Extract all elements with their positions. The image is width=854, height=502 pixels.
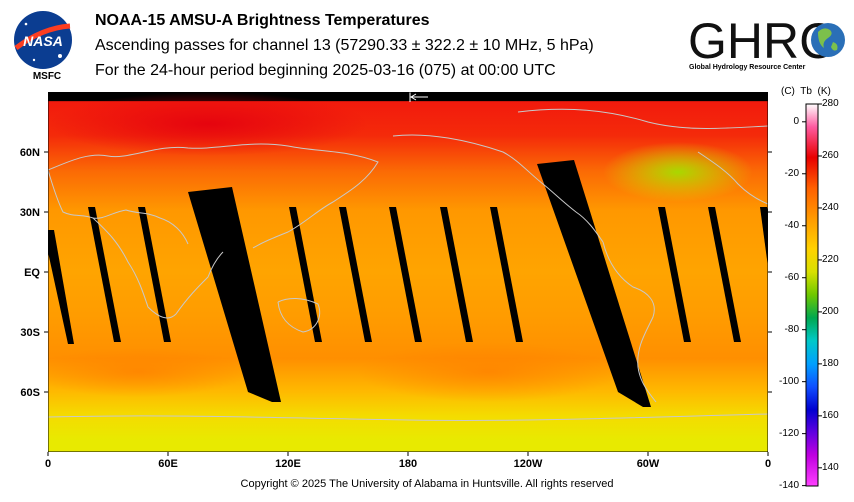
ghrc-logo: GHRC [688,13,845,68]
lon-label-60w: 60W [636,458,660,470]
coastlines [48,108,768,421]
page-title: NOAA-15 AMSU-A Brightness Temperatures [95,12,430,29]
time-period: For the 24-hour period beginning 2025-03… [95,62,556,79]
lon-label-0-end: 0 [764,458,772,470]
map-ticks [44,151,772,456]
swath-gap [760,207,768,267]
swath-gap [88,207,121,342]
colorbar-celsius-label: -60 [784,271,799,283]
lat-label-eq: EQ [24,267,40,279]
lon-label-180: 180 [398,458,418,470]
lat-label-60n: 60N [19,147,40,159]
colorbar-kelvin-label: 200 [822,305,839,317]
colorbar-celsius-label: 0 [793,115,799,127]
unit-kelvin: (K) [817,86,831,97]
lat-label-30s: 30S [20,327,40,339]
swath-gap [708,207,741,342]
ghrc-subtitle: Global Hydrology Resource Center [689,64,806,71]
colorbar-kelvin-label: 180 [822,357,839,369]
lon-label-0: 0 [44,458,52,470]
unit-tb: Tb [800,86,812,97]
lon-label-120w: 120W [513,458,543,470]
colorbar-celsius-label: -100 [778,375,799,387]
lat-label-30n: 30N [19,207,40,219]
colorbar [802,103,822,487]
swath-gap [440,207,473,342]
swath-gap-wide [188,187,281,402]
lon-label-120e: 120E [275,458,301,470]
nasa-wordmark: NASA [23,33,63,49]
colorbar-celsius-label: -20 [784,167,799,179]
colorbar-units: (C) Tb (K) [781,86,831,97]
orbit-direction-arrow [409,92,428,102]
ghrc-wordmark: GHRC [688,13,835,68]
colorbar-celsius-label: -140 [778,479,799,491]
page-subtitle: Ascending passes for channel 13 (57290.3… [95,37,594,54]
swath-gap [48,230,74,344]
colorbar-kelvin-label: 140 [822,461,839,473]
colorbar-celsius-label: -120 [778,427,799,439]
data-gaps [48,160,768,407]
cold-anomaly [603,142,753,202]
unit-celsius: (C) [781,86,795,97]
brightness-map [48,92,768,452]
nasa-logo: NASA [14,11,72,69]
colorbar-kelvin-label: 220 [822,253,839,265]
warm-anomaly [48,92,368,156]
copyright-notice: Copyright © 2025 The University of Alaba… [240,478,614,490]
swath-gap [339,207,372,342]
colorbar-celsius-label: -40 [784,219,799,231]
swath-gap [389,207,422,342]
lon-label-60e: 60E [158,458,178,470]
colorbar-kelvin-label: 160 [822,409,839,421]
swath-gap [658,207,691,342]
colorbar-kelvin-label: 280 [822,98,839,109]
swath-gap-wide [537,160,651,407]
lat-label-60s: 60S [20,387,40,399]
colorbar-celsius-label: -80 [784,323,799,335]
swath-gap [490,207,523,342]
colorbar-kelvin-label: 260 [822,149,839,161]
colorbar-kelvin-label: 240 [822,201,839,213]
msfc-label: MSFC [32,71,62,82]
swath-gap [289,207,322,342]
swath-gap [138,207,171,342]
